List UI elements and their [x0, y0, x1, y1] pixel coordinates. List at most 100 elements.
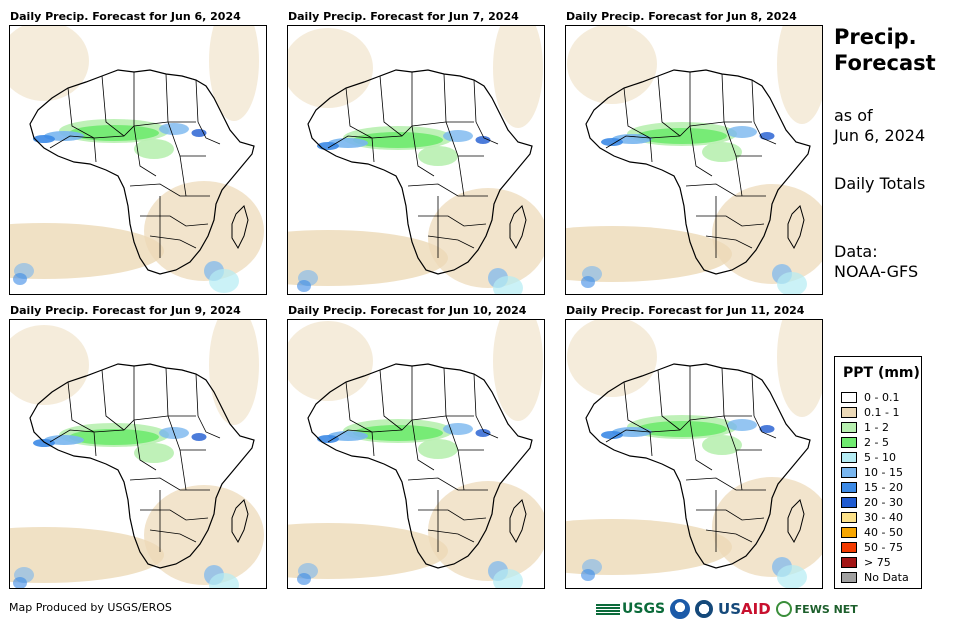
country-border: [689, 419, 713, 471]
legend-label: 40 - 50: [864, 525, 903, 539]
legend-item: 2 - 5: [841, 435, 889, 449]
precip-area: [566, 519, 732, 575]
africa-precip-map: [10, 320, 264, 588]
usaid-us: US: [718, 600, 742, 618]
country-border: [165, 73, 196, 123]
country-border: [737, 75, 755, 123]
as-of-line: as of: [834, 106, 873, 125]
country-border: [475, 415, 499, 439]
legend-item: No Data: [841, 570, 909, 584]
legend-swatch: [841, 466, 857, 478]
precip-area: [475, 136, 491, 144]
country-border: [179, 449, 187, 491]
legend-label: 15 - 20: [864, 480, 903, 494]
precip-area: [493, 276, 523, 294]
fews-net-logo: FEWS NET: [775, 601, 858, 617]
precip-area: [159, 123, 189, 135]
legend-label: 0 - 0.1: [864, 390, 900, 404]
legend-item: 5 - 10: [841, 450, 896, 464]
precip-area: [777, 565, 807, 588]
precip-area: [581, 569, 595, 581]
legend-item: 30 - 40: [841, 510, 903, 524]
precip-area: [69, 429, 159, 445]
legend-swatch: [841, 571, 857, 583]
legend-label: 50 - 75: [864, 540, 903, 554]
precip-area: [10, 26, 89, 101]
country-border: [735, 449, 743, 491]
panel-title: Daily Precip. Forecast for Jun 7, 2024: [288, 10, 519, 23]
data-source-label: Data:: [834, 242, 878, 261]
country-border: [379, 75, 403, 137]
precip-area: [297, 573, 311, 585]
country-border: [623, 381, 651, 433]
precip-area: [33, 135, 55, 143]
panel-title: Daily Precip. Forecast for Jun 8, 2024: [566, 10, 797, 23]
map-panel: [565, 25, 823, 295]
precip-area: [702, 435, 742, 455]
country-border: [735, 155, 743, 197]
country-border: [605, 121, 725, 149]
precip-area: [777, 320, 822, 417]
legend-label: 1 - 2: [864, 420, 889, 434]
precip-area: [191, 433, 207, 441]
country-border: [649, 137, 653, 163]
country-border: [165, 367, 196, 417]
country-border: [101, 75, 125, 137]
data-source-text: Data: NOAA-GFS: [834, 242, 918, 282]
precip-area: [10, 223, 164, 279]
country-border: [140, 215, 209, 227]
country-border: [459, 369, 477, 417]
precip-area: [10, 325, 89, 405]
madagascar-outline: [787, 499, 805, 544]
precip-area: [13, 577, 27, 588]
precip-area: [69, 125, 159, 141]
legend-item: 40 - 50: [841, 525, 903, 539]
map-panel: [9, 319, 267, 589]
country-border: [49, 121, 169, 149]
country-border: [67, 381, 95, 433]
precip-area: [288, 321, 373, 401]
legend-item: 0.1 - 1: [841, 405, 899, 419]
country-border: [737, 369, 755, 417]
usaid-aid: AID: [741, 600, 771, 618]
legend-swatch: [841, 481, 857, 493]
country-border: [657, 369, 681, 431]
panel-title: Daily Precip. Forecast for Jun 9, 2024: [10, 304, 241, 317]
country-border: [179, 155, 187, 197]
country-border: [411, 125, 435, 177]
logo-strip: USGS USAID FEWS NET: [596, 598, 858, 620]
legend-item: 20 - 30: [841, 495, 903, 509]
usgs-logo-text: USGS: [622, 601, 666, 617]
noaa-logo: [670, 599, 691, 619]
legend-label: 2 - 5: [864, 435, 889, 449]
country-border: [67, 87, 95, 139]
legend-label: 0.1 - 1: [864, 405, 900, 419]
legend-swatch: [841, 391, 857, 403]
country-border: [443, 73, 474, 123]
country-border: [327, 415, 447, 443]
precip-area: [297, 280, 311, 292]
precip-area: [637, 128, 727, 144]
side-title-line: Precip.: [834, 25, 917, 49]
legend-swatch: [841, 436, 857, 448]
precip-area: [493, 320, 543, 421]
panel-title: Daily Precip. Forecast for Jun 6, 2024: [10, 10, 241, 23]
country-border: [181, 369, 199, 417]
map-panel: [287, 319, 545, 589]
precip-area: [288, 230, 448, 286]
legend-label: 20 - 30: [864, 495, 903, 509]
side-title: Precip. Forecast: [834, 24, 936, 76]
country-border: [93, 137, 97, 163]
country-border: [371, 137, 375, 163]
country-border: [93, 431, 97, 457]
precip-area: [353, 132, 443, 148]
country-border: [371, 431, 375, 457]
precip-area: [10, 527, 164, 583]
precip-area: [727, 419, 757, 431]
precip-area: [759, 132, 775, 140]
precip-area: [288, 28, 373, 108]
country-border: [129, 183, 210, 197]
legend-item: 10 - 15: [841, 465, 903, 479]
legend-item: 0 - 0.1: [841, 390, 899, 404]
